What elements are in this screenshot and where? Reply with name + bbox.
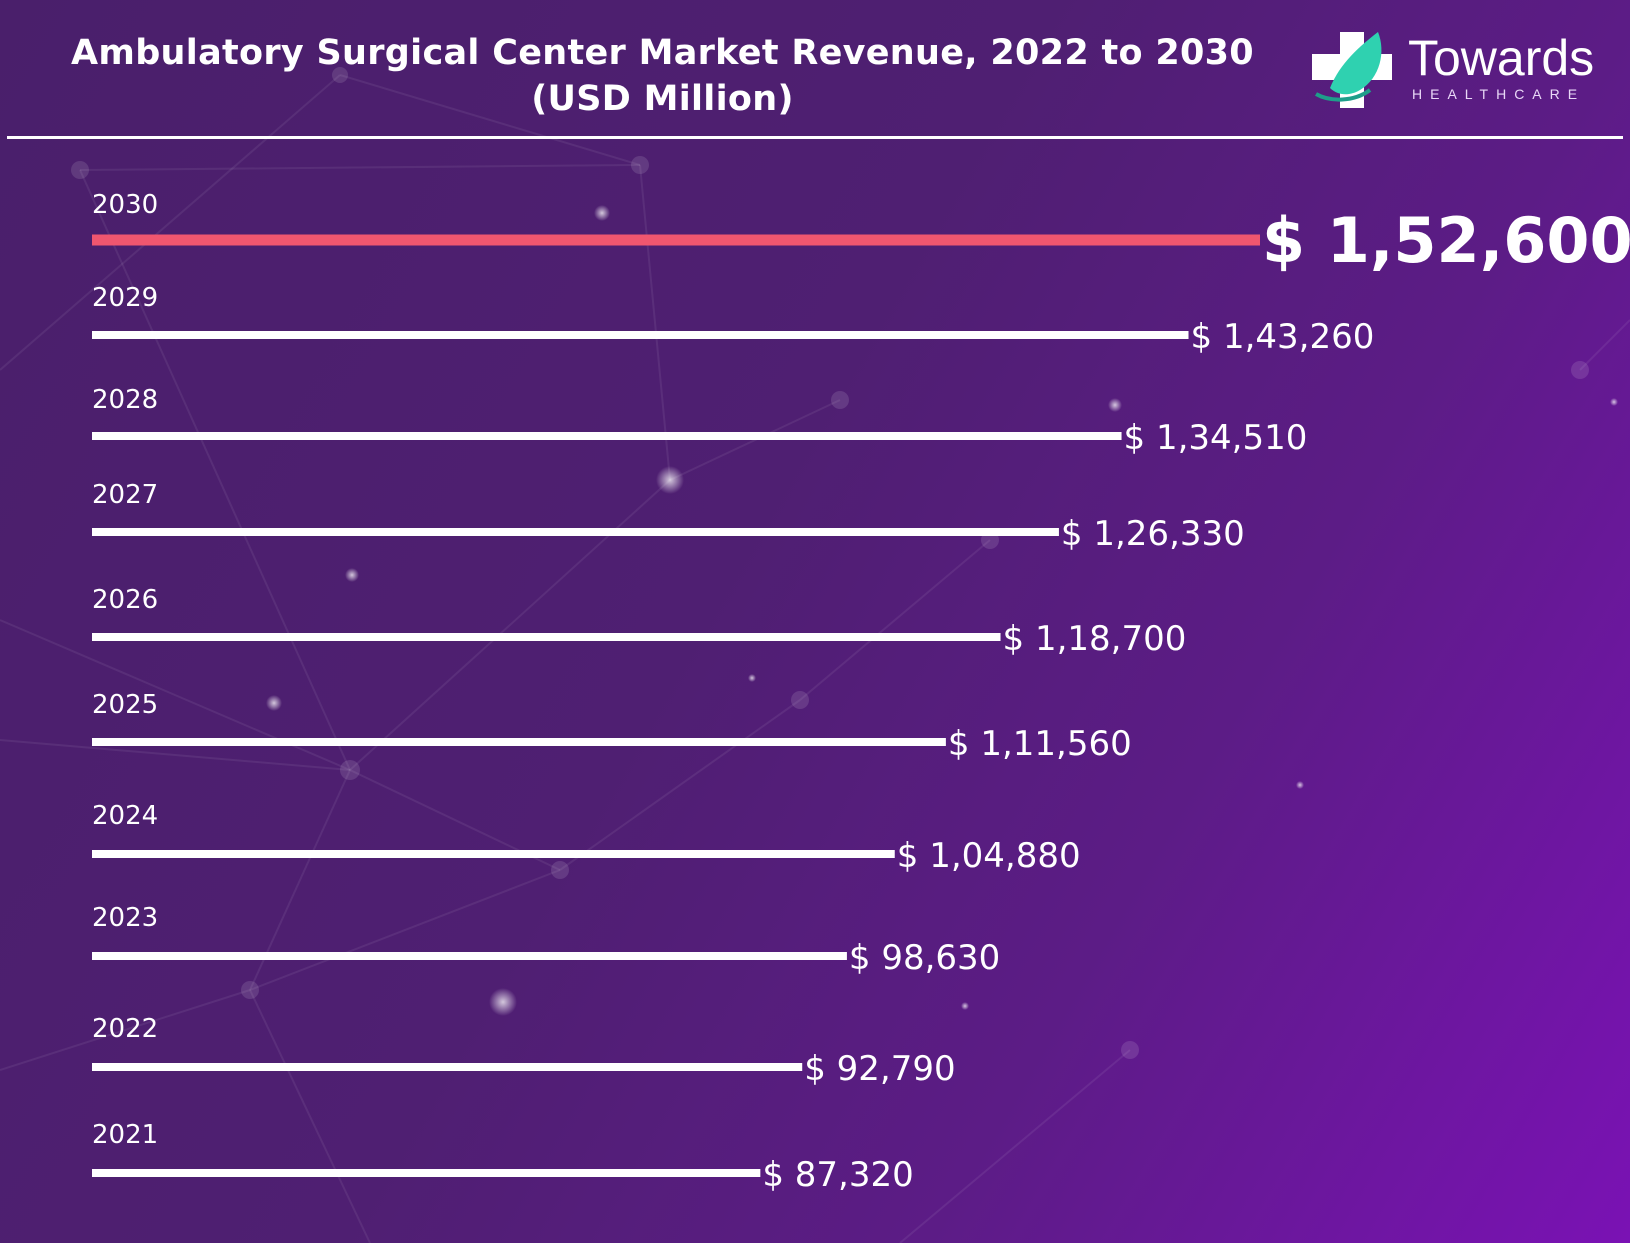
category-label-2028: 2028 bbox=[92, 385, 158, 415]
chart-title: Ambulatory Surgical Center Market Revenu… bbox=[40, 30, 1285, 122]
logo-subtitle: HEALTHCARE bbox=[1412, 86, 1586, 102]
category-label-2021: 2021 bbox=[92, 1120, 158, 1150]
towards-healthcare-logo: Towards HEALTHCARE bbox=[1310, 28, 1610, 113]
title-divider bbox=[7, 136, 1623, 139]
bar-2021 bbox=[92, 1169, 761, 1177]
value-label-2030: $ 1,52,600 bbox=[1262, 204, 1630, 277]
medical-cross-leaf-icon bbox=[1312, 32, 1392, 108]
bar-2023 bbox=[92, 952, 847, 960]
category-label-2026: 2026 bbox=[92, 585, 158, 615]
category-label-2029: 2029 bbox=[92, 283, 158, 313]
category-label-2023: 2023 bbox=[92, 903, 158, 933]
bar-2022 bbox=[92, 1063, 803, 1071]
value-label-2026: $ 1,18,700 bbox=[1003, 619, 1187, 659]
category-label-2030: 2030 bbox=[92, 190, 158, 220]
category-label-2024: 2024 bbox=[92, 801, 158, 831]
chart-title-line1: Ambulatory Surgical Center Market Revenu… bbox=[71, 33, 1254, 73]
chart-title-line2: (USD Million) bbox=[531, 79, 794, 119]
category-label-2027: 2027 bbox=[92, 480, 158, 510]
value-label-2023: $ 98,630 bbox=[849, 938, 1000, 978]
value-label-2024: $ 1,04,880 bbox=[897, 836, 1081, 876]
bar-2028 bbox=[92, 432, 1122, 440]
value-label-2029: $ 1,43,260 bbox=[1191, 317, 1375, 357]
value-label-2022: $ 92,790 bbox=[804, 1049, 955, 1089]
value-label-2021: $ 87,320 bbox=[762, 1155, 913, 1195]
value-label-2025: $ 1,11,560 bbox=[948, 724, 1132, 764]
value-label-2027: $ 1,26,330 bbox=[1061, 514, 1245, 554]
logo-name: Towards bbox=[1408, 30, 1595, 86]
bar-2027 bbox=[92, 528, 1059, 536]
bar-2029 bbox=[92, 331, 1189, 339]
bar-2025 bbox=[92, 738, 946, 746]
category-label-2022: 2022 bbox=[92, 1014, 158, 1044]
value-label-2028: $ 1,34,510 bbox=[1124, 418, 1308, 458]
bar-2026 bbox=[92, 633, 1001, 641]
bar-2030 bbox=[92, 234, 1260, 246]
category-label-2025: 2025 bbox=[92, 690, 158, 720]
bar-2024 bbox=[92, 850, 895, 858]
